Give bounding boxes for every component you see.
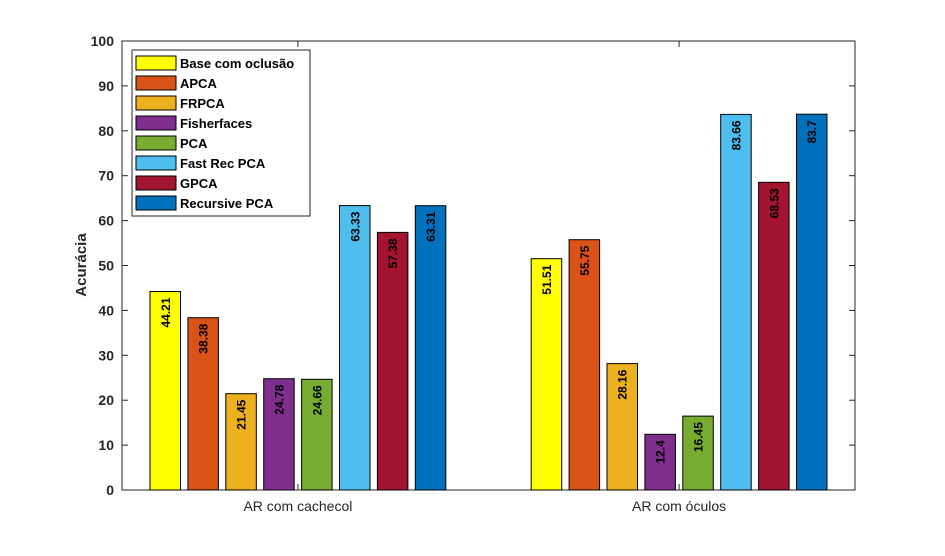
- bar: [187, 317, 219, 491]
- bar: [682, 415, 714, 491]
- legend-swatch: [135, 155, 177, 171]
- bar: [606, 363, 638, 491]
- bar-value-label: 51.51: [540, 264, 554, 294]
- legend-label: PCA: [180, 136, 208, 151]
- bar: [796, 113, 828, 491]
- bar: [644, 433, 676, 491]
- bar-value-label: 12.4: [654, 440, 668, 464]
- y-tick-label: 100: [91, 33, 115, 49]
- bar-value-label: 38.38: [197, 323, 211, 353]
- bar: [339, 205, 371, 491]
- y-tick-label: 20: [98, 392, 114, 408]
- y-tick-label: 50: [98, 258, 114, 274]
- legend-label: Recursive PCA: [180, 196, 274, 211]
- bar: [376, 231, 409, 491]
- bar: [149, 291, 181, 491]
- bar-value-label: 44.21: [159, 297, 173, 327]
- y-axis-label: Acurácia: [73, 233, 90, 297]
- bars-layer: 44.21 51.51 38.38 55.75 21.45 28.16 24.78 12.4 2…: [149, 113, 828, 491]
- x-tick-label: AR com óculos: [632, 498, 726, 514]
- bar-value-label: 55.75: [578, 245, 592, 275]
- bar-value-label: 83.7: [805, 120, 819, 144]
- y-tick-label: 90: [98, 78, 114, 94]
- legend-swatch: [135, 195, 177, 211]
- legend-swatch: [135, 95, 177, 111]
- legend-swatch: [135, 175, 177, 191]
- x-tick-label: AR com cachecol: [243, 498, 352, 514]
- y-tick-label: 0: [106, 482, 114, 498]
- bar: [414, 205, 447, 491]
- bar-value-label: 68.53: [767, 188, 781, 218]
- bar: [263, 378, 295, 491]
- bar-value-label: 63.33: [348, 211, 362, 241]
- legend-label: Fisherfaces: [180, 116, 252, 131]
- y-tick-label: 30: [98, 347, 114, 363]
- bar-value-label: 21.45: [235, 399, 249, 429]
- bar-value-label: 24.66: [310, 385, 324, 415]
- y-tick-label: 60: [98, 213, 114, 229]
- y-tick-label: 80: [98, 123, 114, 139]
- bar: [568, 239, 601, 491]
- bar-value-label: 16.45: [692, 422, 706, 452]
- legend-box: [131, 49, 311, 217]
- bar-value-label: 57.38: [386, 238, 400, 268]
- bar: [225, 393, 257, 491]
- y-tick-label: 10: [98, 437, 114, 453]
- legend-label: FRPCA: [180, 96, 225, 111]
- legend-swatch: [135, 75, 177, 91]
- legend-label: GPCA: [180, 176, 218, 191]
- bar: [758, 181, 790, 491]
- legend-label: Fast Rec PCA: [180, 156, 266, 171]
- bar: [720, 113, 752, 491]
- legend-swatch: [135, 55, 177, 71]
- bar-value-label: 28.16: [616, 369, 630, 399]
- axes-layer: 0 10 20 30 40 50 60 70 80 90 100 AR com cachecol AR …: [91, 33, 855, 514]
- bar: [301, 378, 333, 491]
- bar: [530, 258, 563, 491]
- y-tick-label: 70: [98, 168, 114, 184]
- legend-label: Base com oclusão: [180, 56, 294, 71]
- legend: Base com oclusão APCA FRPCA Fisherfaces PCA F…: [131, 49, 311, 217]
- legend-label: APCA: [180, 76, 217, 91]
- legend-swatch: [135, 135, 177, 151]
- y-tick-label: 40: [98, 302, 114, 318]
- bar-value-label: 83.66: [729, 120, 743, 150]
- bar-value-label: 63.31: [424, 211, 438, 241]
- bar-value-label: 24.78: [273, 384, 287, 414]
- legend-swatch: [135, 115, 177, 131]
